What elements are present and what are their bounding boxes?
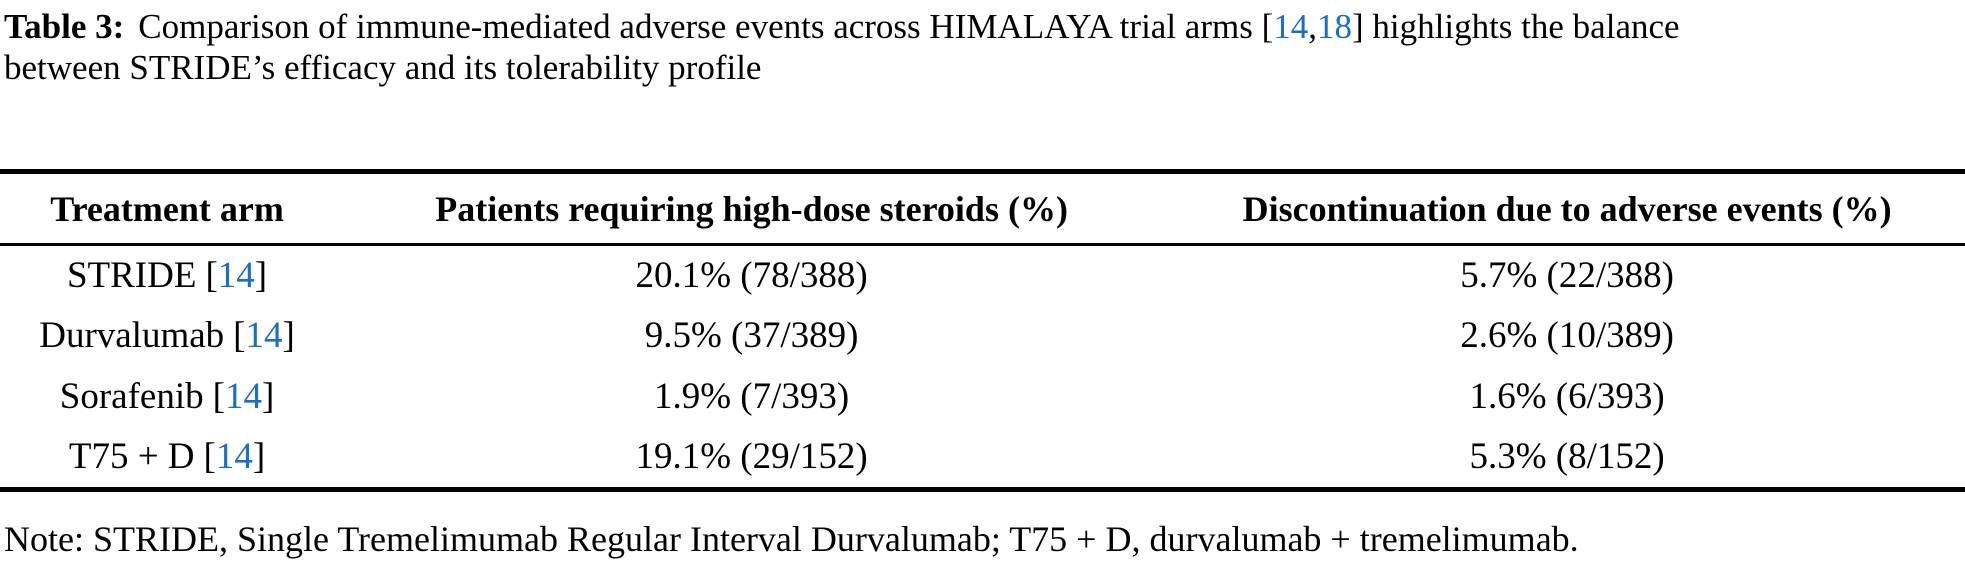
column-header-treatment-arm: Treatment arm bbox=[0, 171, 335, 246]
discontinuation-value-cell: 2.6% (10/389) bbox=[1460, 315, 1674, 357]
citation-open-bracket: [ bbox=[212, 375, 225, 417]
citation-link-18[interactable]: 18 bbox=[1317, 7, 1352, 46]
citation-link-14[interactable]: 14 bbox=[217, 254, 255, 296]
column-header-discontinuation: Discontinuation due to adverse events (%… bbox=[1169, 171, 1965, 246]
treatment-arm-label: Sorafenib bbox=[59, 375, 204, 417]
treatment-arm-label: Durvalumab bbox=[39, 315, 225, 357]
table-row-t75-d: T75 + D [14] 19.1% (29/152) 5.3% (8/152) bbox=[0, 427, 1965, 490]
treatment-arm-cell: Sorafenib [14] bbox=[0, 367, 334, 427]
treatment-arm-label: T75 + D bbox=[68, 435, 195, 477]
treatment-arm-cell: STRIDE [14] bbox=[0, 244, 334, 306]
table-row-sorafenib: Sorafenib [14] 1.9% (7/393) 1.6% (6/393) bbox=[0, 367, 1965, 427]
citation-close-bracket: ] bbox=[282, 315, 295, 357]
header-row: Treatment arm Patients requiring high-do… bbox=[0, 171, 1965, 246]
steroids-value-cell: 9.5% (37/389) bbox=[644, 315, 859, 357]
caption-text-line2: between STRIDE’s efficacy and its tolera… bbox=[4, 48, 762, 88]
treatment-arm-label: STRIDE bbox=[66, 254, 197, 296]
row-citation: [14] bbox=[205, 255, 267, 296]
steroids-value-cell: 19.1% (29/152) bbox=[635, 435, 868, 477]
row-citation: [14] bbox=[213, 376, 275, 417]
table-row-durvalumab: Durvalumab [14] 9.5% (37/389) 2.6% (10/38… bbox=[0, 306, 1965, 366]
caption-citation: [14,18] bbox=[1262, 7, 1364, 46]
table-caption-label: Table 3: bbox=[4, 7, 125, 46]
adverse-events-table: Treatment arm Patients requiring high-do… bbox=[0, 168, 1965, 493]
citation-open-bracket: [ bbox=[203, 435, 216, 477]
row-citation: [14] bbox=[204, 436, 266, 477]
citation-link-14[interactable]: 14 bbox=[215, 435, 253, 477]
citation-open-bracket: [ bbox=[1261, 7, 1274, 46]
citation-close-bracket: ] bbox=[1352, 7, 1364, 46]
citation-link-14[interactable]: 14 bbox=[1273, 7, 1309, 46]
table-note: Note: STRIDE, Single Tremelimumab Regula… bbox=[4, 519, 1579, 560]
citation-close-bracket: ] bbox=[261, 375, 275, 417]
steroids-value-cell: 1.9% (7/393) bbox=[653, 375, 850, 417]
steroids-value-cell: 20.1% (78/388) bbox=[635, 254, 868, 296]
citation-open-bracket: [ bbox=[205, 254, 218, 296]
caption-text-line1-after: highlights the balance bbox=[1363, 7, 1680, 46]
column-header-steroids: Patients requiring high-dose steroids (%… bbox=[334, 171, 1170, 246]
discontinuation-value-cell: 5.7% (22/388) bbox=[1460, 254, 1674, 296]
caption-text-line1-before: Comparison of immune-mediated adverse ev… bbox=[138, 7, 1262, 46]
discontinuation-value-cell: 1.6% (6/393) bbox=[1469, 375, 1665, 417]
citation-link-14[interactable]: 14 bbox=[224, 375, 262, 417]
table-row-stride: STRIDE [14] 20.1% (78/388) 5.7% (22/388) bbox=[0, 244, 1965, 306]
treatment-arm-cell: T75 + D [14] bbox=[0, 427, 334, 490]
discontinuation-value-cell: 5.3% (8/152) bbox=[1469, 435, 1665, 477]
citation-separator: , bbox=[1308, 7, 1317, 46]
row-citation: [14] bbox=[233, 315, 295, 356]
table-caption: Table 3: Comparison of immune-mediated ad… bbox=[0, 0, 1965, 89]
treatment-arm-cell: Durvalumab [14] bbox=[0, 306, 334, 366]
citation-open-bracket: [ bbox=[233, 315, 246, 357]
citation-close-bracket: ] bbox=[252, 435, 266, 477]
citation-link-14[interactable]: 14 bbox=[245, 315, 283, 357]
citation-close-bracket: ] bbox=[254, 254, 268, 296]
